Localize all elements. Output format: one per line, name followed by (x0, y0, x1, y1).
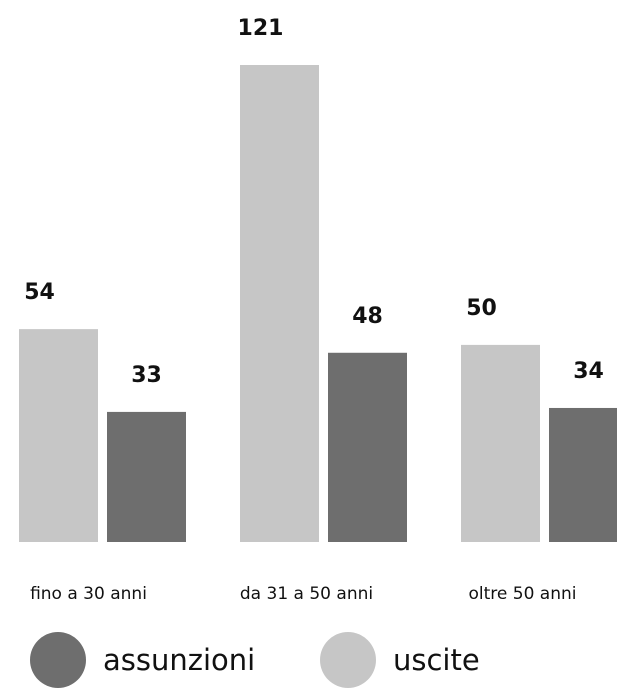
value-label-assunzioni-da-31-a-50-anni: 48 (352, 304, 383, 329)
legend-swatch-assunzioni (30, 632, 86, 688)
value-label-uscite-oltre-50-anni: 50 (466, 296, 497, 321)
value-label-uscite-fino-a-30-anni: 54 (24, 280, 55, 305)
bar-assunzioni-da-31-a-50-anni (328, 352, 407, 542)
legend-item-assunzioni: assunzioni (30, 632, 256, 688)
legend-swatch-uscite (320, 632, 376, 688)
value-label-assunzioni-fino-a-30-anni: 33 (131, 363, 162, 388)
category-label-fino-a-30-anni: fino a 30 anni (30, 584, 147, 604)
value-label-uscite-da-31-a-50-anni: 121 (238, 16, 284, 41)
bar-uscite-fino-a-30-anni (19, 329, 98, 542)
bar-assunzioni-fino-a-30-anni (107, 411, 186, 542)
legend-label-assunzioni: assunzioni (103, 643, 256, 677)
legend-item-uscite: uscite (320, 632, 480, 688)
value-label-assunzioni-oltre-50-anni: 34 (573, 359, 604, 384)
bar-uscite-da-31-a-50-anni (240, 65, 319, 542)
legend-label-uscite: uscite (393, 643, 480, 677)
category-label-oltre-50-anni: oltre 50 anni (469, 584, 577, 604)
bar-uscite-oltre-50-anni (461, 344, 540, 542)
category-label-da-31-a-50-anni: da 31 a 50 anni (240, 584, 373, 604)
chart-legend: assunzioni uscite (0, 630, 617, 689)
bar-assunzioni-oltre-50-anni (549, 407, 617, 542)
